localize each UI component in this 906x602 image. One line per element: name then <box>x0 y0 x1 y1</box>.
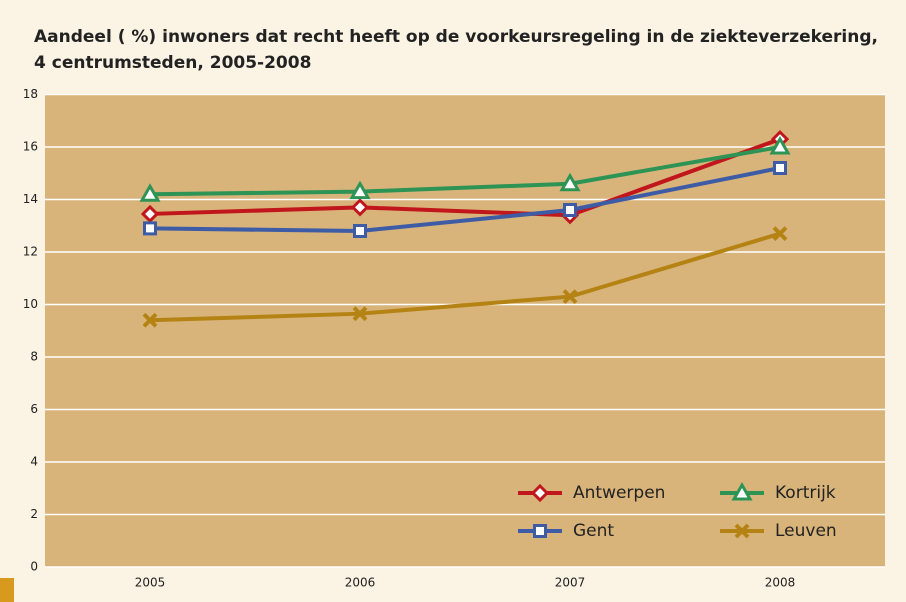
marker <box>353 224 367 238</box>
y-tick-label: 12 <box>23 245 38 259</box>
x-tick-label: 2006 <box>345 576 376 590</box>
marker <box>350 198 370 217</box>
legend-label: Gent <box>573 521 614 541</box>
marker <box>773 161 787 175</box>
chart-title: Aandeel ( %) inwoners dat recht heeft op… <box>34 27 878 73</box>
marker <box>772 226 788 242</box>
marker <box>352 306 368 322</box>
legend-label: Antwerpen <box>573 483 665 503</box>
marker <box>530 483 550 503</box>
legend-label: Kortrijk <box>775 483 836 503</box>
marker <box>731 481 753 501</box>
y-tick-label: 18 <box>23 87 38 101</box>
x-tick-label: 2007 <box>555 576 586 590</box>
legend-label: Leuven <box>775 521 837 541</box>
marker <box>139 183 161 202</box>
x-tick-label: 2005 <box>135 576 166 590</box>
x-tick-label: 2008 <box>765 576 796 590</box>
marker <box>533 524 547 538</box>
y-tick-label: 10 <box>23 297 38 311</box>
marker <box>143 221 157 236</box>
marker <box>769 135 791 155</box>
corner-decoration <box>0 578 14 602</box>
y-tick-label: 6 <box>30 402 38 416</box>
series-line <box>149 166 781 233</box>
series-line <box>149 137 781 218</box>
series-line <box>149 145 781 197</box>
series-line <box>149 231 781 323</box>
marker <box>142 312 158 328</box>
marker <box>562 289 578 305</box>
y-tick-label: 0 <box>30 560 38 574</box>
marker <box>734 523 750 539</box>
y-tick-label: 16 <box>23 140 38 154</box>
plot-area <box>45 94 885 567</box>
marker <box>349 180 371 200</box>
y-tick-label: 8 <box>30 350 38 364</box>
y-tick-label: 2 <box>30 507 38 521</box>
y-tick-label: 4 <box>30 455 38 469</box>
marker <box>140 204 160 224</box>
y-tick-label: 14 <box>23 192 38 206</box>
marker <box>563 203 577 217</box>
marker <box>559 172 581 192</box>
